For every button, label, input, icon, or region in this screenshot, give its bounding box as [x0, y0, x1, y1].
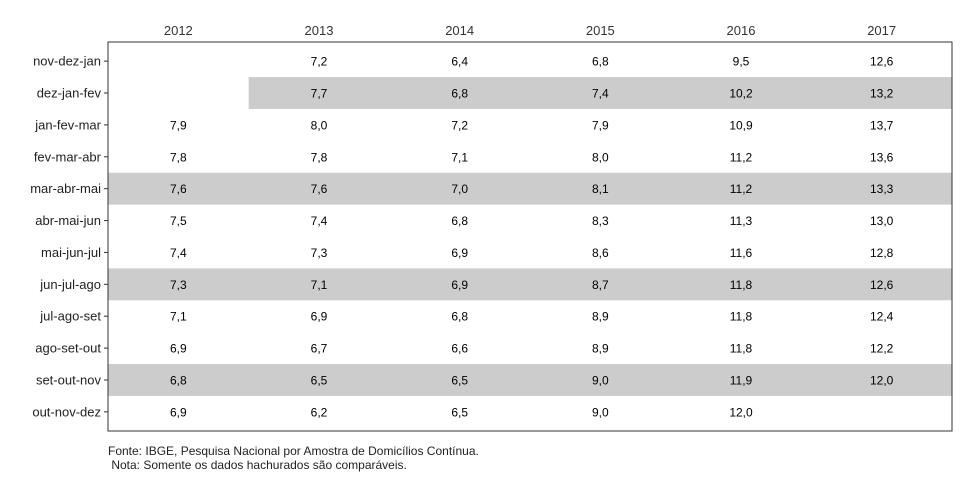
table-cell-value: 11,9: [730, 373, 753, 387]
table-cell-value: 10,9: [729, 118, 753, 132]
table-cell-value: 6,5: [451, 405, 468, 419]
table-cell-value: 13,3: [870, 182, 894, 196]
column-header: 2012: [164, 23, 193, 38]
table-cell-value: 6,9: [170, 405, 187, 419]
table-cell-value: 7,4: [592, 87, 609, 101]
table-cell-value: 6,9: [170, 342, 187, 356]
table-cell-value: 7,8: [311, 150, 328, 164]
table-cell-value: 6,8: [451, 87, 468, 101]
table-cell-value: 6,8: [170, 373, 187, 387]
table-cell-value: 12,0: [870, 373, 894, 387]
table-cell-value: 6,5: [311, 373, 328, 387]
table-cell-value: 12,8: [870, 246, 894, 260]
table-cell-value: 11,2: [730, 182, 753, 196]
table-cell-value: 6,5: [451, 373, 468, 387]
table-cell-value: 11,8: [730, 342, 753, 356]
table-panel-border: [107, 41, 953, 432]
table-cell-value: 6,7: [311, 342, 328, 356]
table-cell-value: 6,9: [451, 246, 468, 260]
table-cell-value: 7,1: [451, 150, 468, 164]
table-cell-value: 8,1: [592, 182, 609, 196]
table-cell-value: 9,5: [733, 55, 750, 69]
table-cell-value: 13,2: [870, 87, 894, 101]
table-cell-value: 7,9: [170, 118, 187, 132]
table-cell-value: 12,6: [870, 55, 894, 69]
table-cell-value: 7,3: [311, 246, 328, 260]
table-cell-value: 11,2: [730, 150, 753, 164]
column-header: 2016: [727, 23, 756, 38]
shaded-row-band: [108, 268, 952, 301]
row-label: fev-mar-abr: [34, 149, 102, 164]
row-label: nov-dez-jan: [33, 54, 101, 69]
table-cell-value: 9,0: [592, 373, 609, 387]
table-cell-value: 7,2: [311, 55, 328, 69]
table-cell-value: 6,2: [311, 405, 328, 419]
table-cell-value: 8,7: [592, 278, 609, 292]
table-cell-value: 6,8: [451, 214, 468, 228]
row-label: mai-jun-jul: [41, 245, 101, 260]
table-cell-value: 12,4: [870, 310, 894, 324]
table-cell-value: 8,3: [592, 214, 609, 228]
row-label: dez-jan-fev: [37, 86, 102, 101]
table-cell-value: 9,0: [592, 405, 609, 419]
shaded-row-band: [108, 364, 952, 396]
table-cell-value: 11,3: [730, 214, 753, 228]
table-cell-value: 6,9: [451, 278, 468, 292]
table-cell-value: 7,6: [170, 182, 187, 196]
table-cell-value: 8,9: [592, 342, 609, 356]
table-cell-value: 7,3: [170, 278, 187, 292]
table-cell-value: 7,2: [451, 118, 468, 132]
table-cell-value: 7,7: [311, 87, 328, 101]
table-cell-value: 7,6: [311, 182, 328, 196]
table-cell-value: 7,0: [451, 182, 468, 196]
table-cell-value: 6,8: [592, 55, 609, 69]
row-label: ago-set-out: [35, 341, 101, 356]
table-cell-value: 11,6: [730, 246, 753, 260]
table-cell-value: 7,4: [311, 214, 328, 228]
table-cell-value: 8,0: [311, 118, 328, 132]
column-header: 2013: [305, 23, 334, 38]
row-label: set-out-nov: [36, 372, 102, 387]
table-cell-value: 7,5: [170, 214, 187, 228]
row-label: jan-fev-mar: [34, 117, 101, 132]
table-cell-value: 13,6: [870, 150, 894, 164]
table-cell-value: 7,1: [170, 310, 187, 324]
row-label: out-nov-dez: [32, 404, 101, 419]
table-cell-value: 6,8: [451, 310, 468, 324]
table-cell-value: 12,2: [870, 342, 894, 356]
table-cell-value: 6,4: [451, 55, 468, 69]
table-cell-value: 8,6: [592, 246, 609, 260]
table-cell-value: 7,8: [170, 150, 187, 164]
row-label: mar-abr-mai: [30, 181, 101, 196]
comparability-note: Nota: Somente os dados hachurados são co…: [108, 458, 407, 472]
column-header: 2017: [867, 23, 896, 38]
shaded-row-band: [108, 172, 952, 205]
table-cell-value: 7,9: [592, 118, 609, 132]
table-cell-value: 12,6: [870, 278, 894, 292]
table-cell-value: 11,8: [730, 278, 753, 292]
table-cell-value: 10,2: [729, 87, 753, 101]
table-cell-value: 12,0: [729, 405, 753, 419]
table-cell-value: 7,4: [170, 246, 187, 260]
source-note: Fonte: IBGE, Pesquisa Nacional por Amost…: [108, 444, 479, 458]
table-cell-value: 8,0: [592, 150, 609, 164]
table-cell-value: 6,6: [451, 342, 468, 356]
table-cell-value: 13,7: [870, 118, 894, 132]
column-header: 2014: [445, 23, 474, 38]
table-cell-value: 11,8: [730, 310, 753, 324]
row-label: abr-mai-jun: [35, 213, 101, 228]
row-label: jul-ago-set: [39, 309, 101, 324]
table-cell-value: 6,9: [311, 310, 328, 324]
table-cell-value: 8,9: [592, 310, 609, 324]
shaded-row-band: [248, 77, 952, 109]
table-cell-value: 13,0: [870, 214, 894, 228]
row-label: jun-jul-ago: [39, 277, 101, 292]
table-cell-value: 7,1: [311, 278, 328, 292]
column-header: 2015: [586, 23, 615, 38]
